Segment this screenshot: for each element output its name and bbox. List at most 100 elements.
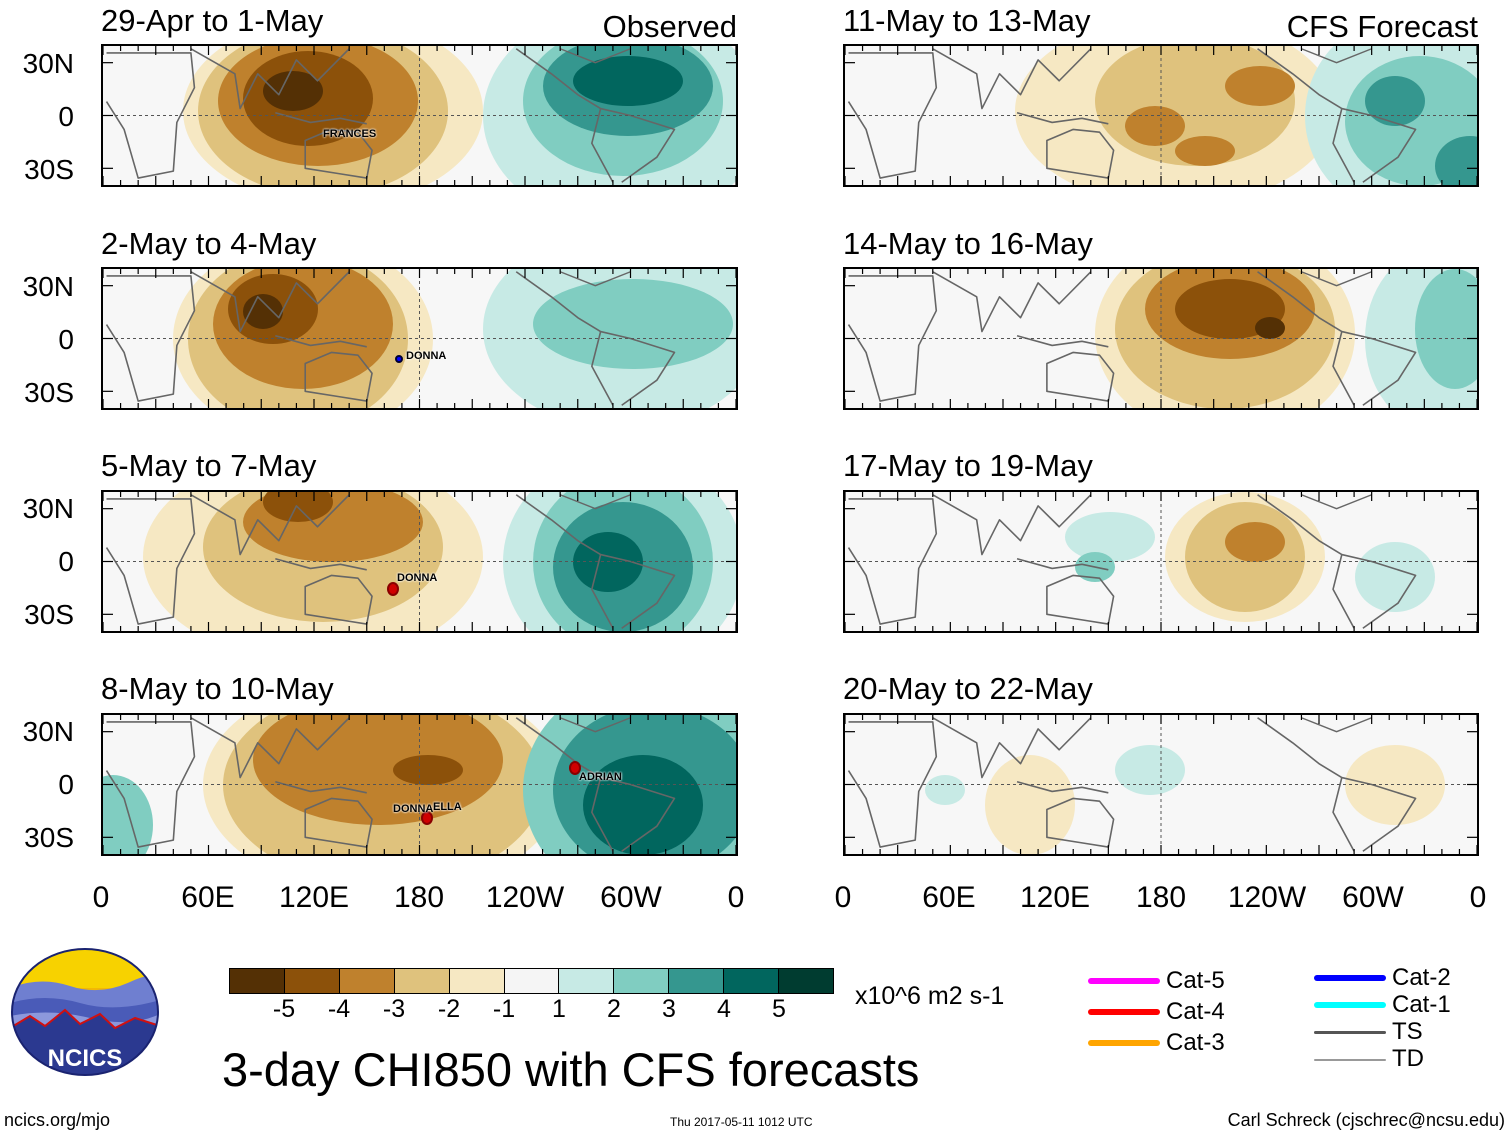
- lat-0: 0: [58, 101, 74, 132]
- colorbar-tick-label: 3: [662, 995, 676, 1023]
- lat-30s: 30S: [24, 822, 74, 853]
- lat-30n: 30N: [22, 48, 74, 79]
- storm-label-frances: FRANCES: [323, 128, 377, 140]
- lon-120w: 120W: [1227, 881, 1307, 914]
- lon-0: 0: [92, 881, 110, 914]
- colorbar-swatch: [394, 969, 450, 993]
- legend-line-td: [1314, 1059, 1386, 1061]
- lat-0: 0: [58, 769, 74, 800]
- storm-label-donna: DONNA: [406, 350, 447, 362]
- lon-0-end: 0: [727, 881, 745, 914]
- lon-60w: 60W: [600, 881, 662, 914]
- legend-line-cat-4: [1088, 1009, 1160, 1015]
- legend-label-cat-2: Cat-2: [1392, 964, 1451, 991]
- storm-label-donna: DONNA: [393, 803, 434, 815]
- legend-line-ts: [1314, 1031, 1386, 1034]
- storm-label-adrian: ADRIAN: [579, 771, 622, 783]
- lon-0: 0: [834, 881, 852, 914]
- colorbar-tick-label: 4: [717, 995, 731, 1023]
- map-overlay: [845, 492, 1477, 631]
- colorbar-tick-label: 5: [772, 995, 786, 1023]
- panel-title-5: 11-May to 13-May: [843, 3, 1091, 38]
- legend-label-ts: TS: [1392, 1018, 1423, 1045]
- lat-30s: 30S: [24, 599, 74, 630]
- colorbar-tick-label: -3: [382, 995, 406, 1023]
- colorbar-tick-label: -2: [437, 995, 461, 1023]
- ncics-logo-icon: NCICS: [11, 948, 159, 1076]
- lon-0-end: 0: [1469, 881, 1487, 914]
- colorbar-swatch: [230, 969, 285, 993]
- legend-line-cat-3: [1088, 1040, 1160, 1046]
- panel-title-8: 20-May to 22-May: [843, 671, 1093, 706]
- lat-30n: 30N: [22, 271, 74, 302]
- colorbar-units: x10^6 m2 s-1: [855, 982, 1005, 1010]
- lon-180: 180: [393, 881, 445, 914]
- legend-label-cat-4: Cat-4: [1166, 998, 1225, 1025]
- panel-title-7: 17-May to 19-May: [843, 448, 1093, 483]
- lat-0: 0: [58, 324, 74, 355]
- footer-author: Carl Schreck (cjschrec@ncsu.edu): [1227, 1110, 1505, 1130]
- main-title: 3-day CHI850 with CFS forecasts: [222, 1043, 920, 1096]
- legend-line-cat-5: [1088, 978, 1160, 984]
- map-panel-forecast-1: [843, 44, 1479, 187]
- observed-label: Observed: [602, 9, 737, 44]
- lon-120e: 120E: [278, 881, 350, 914]
- legend-label-td: TD: [1392, 1045, 1424, 1072]
- legend-line-cat-2: [1314, 975, 1386, 981]
- colorbar-tick-label: 1: [552, 995, 566, 1023]
- logo-text: NCICS: [48, 1045, 123, 1072]
- map-overlay: [103, 715, 736, 854]
- legend-label-cat-3: Cat-3: [1166, 1029, 1225, 1056]
- colorbar-tick-label: 2: [607, 995, 621, 1023]
- panel-title-3: 5-May to 7-May: [101, 448, 317, 483]
- map-overlay: [103, 269, 736, 408]
- map-panel-observed-3: DONNA: [101, 490, 738, 633]
- footer-timestamp: Thu 2017-05-11 1012 UTC: [670, 1115, 813, 1129]
- map-overlay: [103, 46, 736, 185]
- lat-30n: 30N: [22, 716, 74, 747]
- colorbar-swatch: [724, 969, 780, 993]
- panel-title-1: 29-Apr to 1-May: [101, 3, 324, 38]
- legend-label-cat-5: Cat-5: [1166, 967, 1225, 994]
- lat-30s: 30S: [24, 154, 74, 185]
- map-panel-observed-4: ADRIAN DONNA ELLA: [101, 713, 738, 856]
- lon-60e: 60E: [922, 881, 976, 914]
- storm-label-donna: DONNA: [397, 572, 438, 584]
- lon-180: 180: [1135, 881, 1187, 914]
- colorbar-swatch: [779, 969, 833, 993]
- forecast-label: CFS Forecast: [1286, 9, 1478, 44]
- map-overlay: [845, 269, 1477, 408]
- map-panel-forecast-4: [843, 713, 1479, 856]
- panel-title-6: 14-May to 16-May: [843, 226, 1093, 261]
- colorbar: [229, 968, 834, 994]
- colorbar-swatch: [614, 969, 670, 993]
- footer-url: ncics.org/mjo: [4, 1110, 111, 1130]
- colorbar-tick-label: -4: [327, 995, 351, 1023]
- lon-120w: 120W: [485, 881, 565, 914]
- colorbar-swatch: [339, 969, 395, 993]
- lon-60w: 60W: [1342, 881, 1404, 914]
- legend-line-cat-1: [1314, 1002, 1386, 1008]
- map-overlay: [845, 715, 1477, 854]
- colorbar-swatch: [669, 969, 725, 993]
- colorbar-swatch: [284, 969, 340, 993]
- map-panel-observed-1: FRANCES: [101, 44, 738, 187]
- map-overlay: [103, 492, 736, 631]
- map-overlay: [845, 46, 1477, 185]
- map-panel-forecast-2: [843, 267, 1479, 410]
- storm-label-ella: ELLA: [433, 801, 462, 813]
- map-panel-forecast-3: [843, 490, 1479, 633]
- panel-title-4: 8-May to 10-May: [101, 671, 334, 706]
- lon-120e: 120E: [1019, 881, 1091, 914]
- map-panel-observed-2: DONNA: [101, 267, 738, 410]
- legend-label-cat-1: Cat-1: [1392, 991, 1451, 1018]
- colorbar-swatch: [449, 969, 505, 993]
- lon-60e: 60E: [181, 881, 235, 914]
- panel-title-2: 2-May to 4-May: [101, 226, 317, 261]
- lat-0: 0: [58, 546, 74, 577]
- ncics-logo: NCICS: [10, 948, 160, 1078]
- colorbar-swatch: [504, 969, 560, 993]
- lat-30n: 30N: [22, 493, 74, 524]
- colorbar-tick-label: -5: [272, 995, 296, 1023]
- lat-30s: 30S: [24, 377, 74, 408]
